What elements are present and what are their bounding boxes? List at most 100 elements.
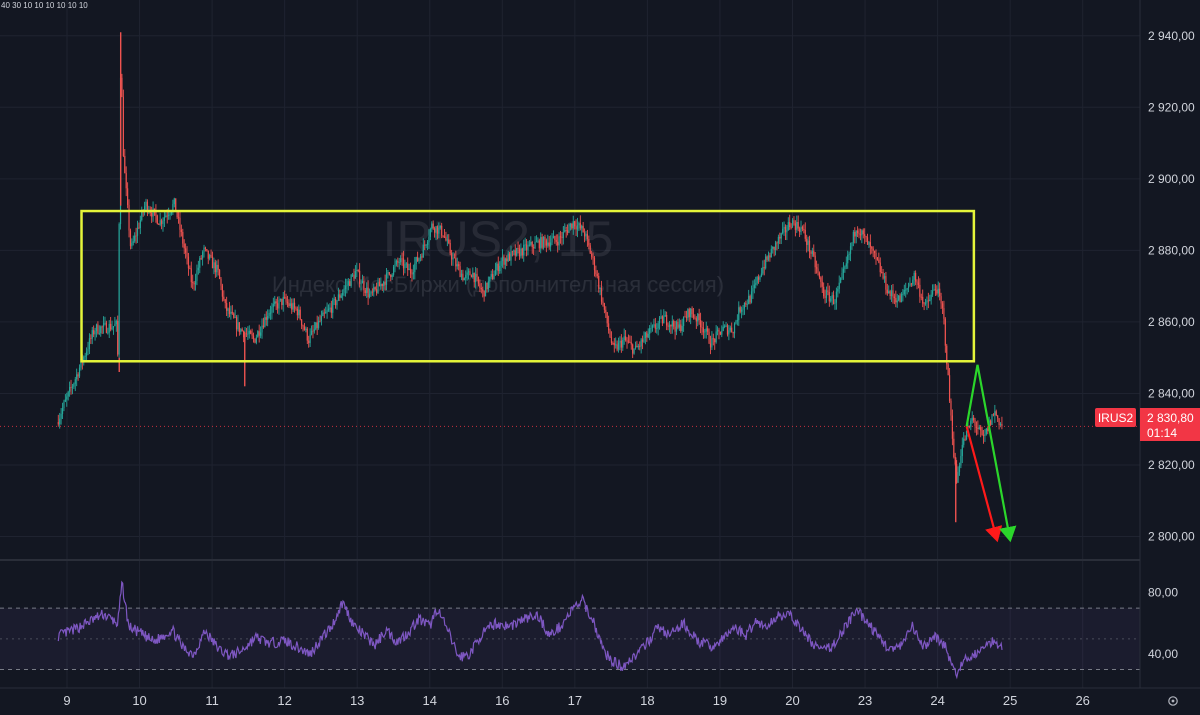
candle-body: [298, 309, 300, 316]
candle-body: [360, 283, 362, 285]
candle-body: [558, 236, 560, 246]
candle-body: [309, 334, 311, 344]
gear-icon[interactable]: [1168, 696, 1178, 706]
candle-body: [414, 263, 416, 273]
candle-body: [973, 417, 975, 421]
time-axis-label: 25: [1003, 693, 1017, 708]
candle-body: [483, 290, 485, 297]
candle-body: [562, 231, 564, 238]
candle-body: [961, 444, 963, 457]
candle-body: [87, 349, 89, 352]
price-axis[interactable]: 2 940,00 2 920,00 2 900,00 2 880,00 2 860,00…: [1148, 29, 1195, 544]
candle-body: [605, 309, 607, 313]
time-axis[interactable]: 9 10 11 12 13 14 16 17 18 19 20 23 24 25 26: [63, 693, 1090, 708]
candle-body: [834, 302, 836, 304]
candle-body: [494, 270, 497, 276]
candle-body: [875, 252, 877, 258]
forecast-arrow-red[interactable]: [965, 426, 1003, 543]
candle-body: [325, 312, 327, 314]
candle-body: [709, 343, 712, 348]
candle-body: [872, 248, 874, 251]
candle-body: [960, 456, 962, 466]
candle-body: [965, 430, 968, 440]
candle-body: [490, 274, 492, 277]
candle-body: [60, 413, 62, 419]
time-axis-label: 19: [713, 693, 727, 708]
candle-body: [542, 236, 545, 248]
candle-body: [323, 312, 325, 314]
candle-body: [431, 223, 433, 229]
candle-body: [57, 422, 59, 425]
candle-body: [554, 236, 556, 241]
candle-body: [685, 316, 688, 319]
candle-body: [895, 298, 897, 303]
candle-body: [434, 228, 436, 233]
candle-body: [85, 351, 88, 356]
price-axis-label: 2 800,00: [1148, 530, 1195, 544]
candle-body: [832, 295, 835, 304]
candle-body: [279, 298, 282, 300]
forecast-arrows[interactable]: [965, 364, 1017, 543]
candle-body: [189, 268, 191, 270]
candle-body: [344, 285, 347, 290]
candle-body: [213, 262, 215, 269]
candle-body: [718, 329, 720, 332]
candle-body: [753, 284, 755, 288]
candle-body: [330, 307, 332, 313]
candle-body: [704, 331, 706, 333]
candle-body: [417, 257, 419, 262]
candle-body: [370, 291, 372, 295]
candle-body: [193, 282, 195, 285]
candle-body: [261, 325, 263, 333]
candle-body: [766, 256, 768, 260]
candle-body: [94, 330, 96, 335]
candle-body: [695, 318, 697, 322]
candle-body: [841, 272, 843, 279]
candle-body: [881, 272, 883, 273]
time-axis-label: 26: [1075, 693, 1089, 708]
candle-body: [624, 336, 627, 341]
candle-body: [835, 291, 837, 303]
candle-body: [674, 326, 676, 332]
candle-body: [250, 330, 252, 334]
candle-body: [566, 230, 569, 233]
consolidation-range-box[interactable]: [80, 209, 976, 363]
candle-body: [201, 252, 204, 259]
candle-body: [915, 272, 917, 282]
rsi-axis[interactable]: 80,00 40,00: [1148, 586, 1178, 661]
candle-body: [503, 256, 505, 265]
candle-body: [421, 256, 423, 258]
candle-body: [366, 287, 368, 293]
forecast-arrow-green[interactable]: [965, 364, 1017, 543]
candle-body: [465, 274, 467, 279]
candle-body: [516, 248, 518, 256]
candle-body: [240, 329, 242, 333]
candle-body: [204, 247, 207, 250]
candle-body: [632, 344, 634, 354]
candle-body: [301, 319, 303, 326]
candle-body: [926, 300, 928, 303]
candle-body: [541, 237, 543, 248]
candle-body: [842, 269, 845, 273]
candle-body: [817, 268, 819, 273]
candle-body: [586, 233, 589, 240]
candle-body: [291, 303, 293, 310]
candle-body: [525, 244, 528, 251]
candle-body: [944, 318, 946, 346]
candle-body: [318, 320, 320, 328]
candle-body: [873, 250, 876, 253]
candle-body: [377, 282, 379, 294]
candle-body: [275, 301, 277, 304]
candle-body: [226, 303, 228, 311]
candle-body: [947, 364, 949, 376]
candle-body: [165, 215, 167, 218]
candle-body: [409, 268, 412, 274]
candle-body: [900, 294, 903, 303]
candle-body: [115, 320, 117, 325]
candle-body: [667, 325, 669, 327]
candle-body: [821, 281, 823, 287]
range-box-layer[interactable]: [80, 209, 976, 363]
candle-body: [708, 331, 710, 344]
candle-body: [830, 298, 832, 302]
